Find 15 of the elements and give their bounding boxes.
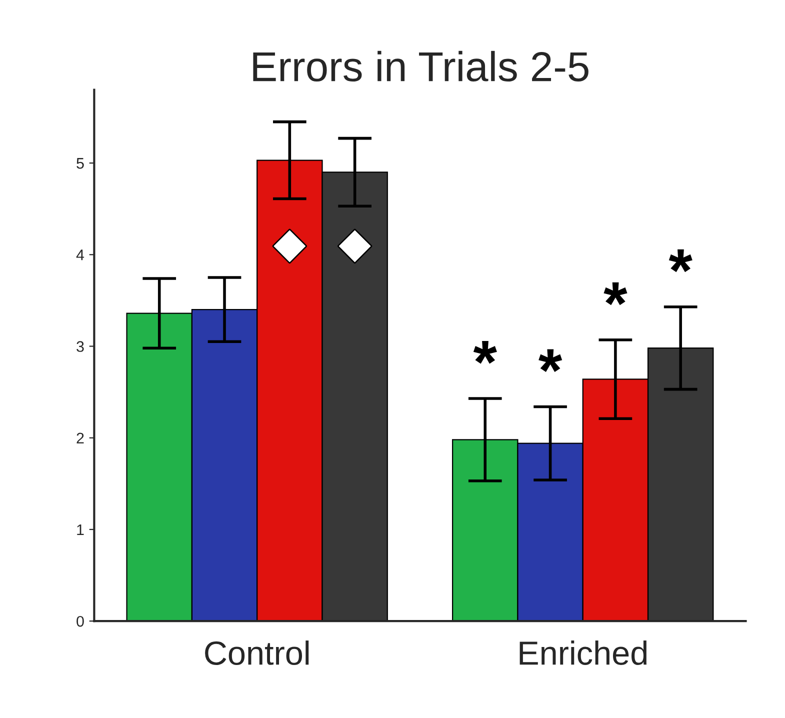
y-tick-label: 3 xyxy=(76,341,84,352)
x-tick-label: Enriched xyxy=(520,640,646,665)
x-tick-label: Control xyxy=(205,640,309,665)
y-tick-label: 2 xyxy=(76,432,84,444)
y-tick-label: 1 xyxy=(77,524,84,535)
chart-title: Errors in Trials 2-5 xyxy=(253,50,588,82)
annotation: * xyxy=(473,340,497,364)
annotation: * xyxy=(538,349,562,372)
annotation: * xyxy=(668,249,692,272)
y-tick-label: 5 xyxy=(76,158,84,169)
annotation: ◆ xyxy=(338,230,371,262)
y-tick-label: 0 xyxy=(76,616,84,627)
y-tick-label: 4 xyxy=(76,250,84,260)
annotation: ◆ xyxy=(274,230,306,262)
annotation: * xyxy=(604,282,628,306)
